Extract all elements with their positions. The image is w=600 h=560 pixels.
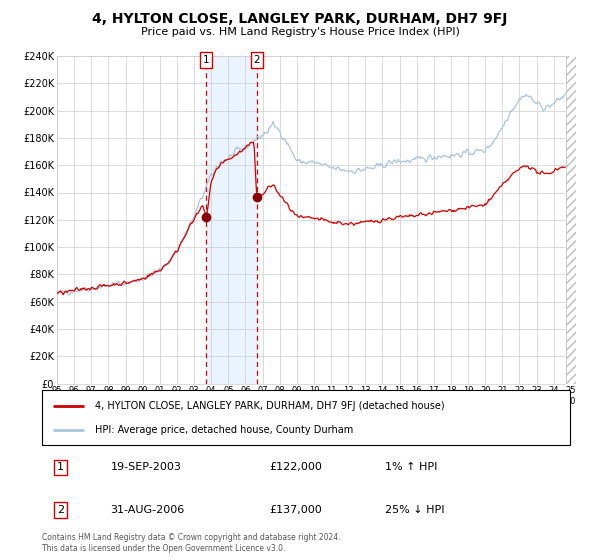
Text: Contains HM Land Registry data © Crown copyright and database right 2024.
This d: Contains HM Land Registry data © Crown c… xyxy=(42,533,341,553)
Text: 1: 1 xyxy=(57,463,64,472)
Text: 31-AUG-2006: 31-AUG-2006 xyxy=(110,505,185,515)
Bar xyxy=(206,56,257,384)
Text: 2: 2 xyxy=(253,55,260,65)
Text: Price paid vs. HM Land Registry's House Price Index (HPI): Price paid vs. HM Land Registry's House … xyxy=(140,27,460,38)
Text: 1% ↑ HPI: 1% ↑ HPI xyxy=(385,463,437,472)
Text: £122,000: £122,000 xyxy=(269,463,322,472)
Text: 1: 1 xyxy=(203,55,209,65)
Text: 4, HYLTON CLOSE, LANGLEY PARK, DURHAM, DH7 9FJ: 4, HYLTON CLOSE, LANGLEY PARK, DURHAM, D… xyxy=(92,12,508,26)
Text: 19-SEP-2003: 19-SEP-2003 xyxy=(110,463,182,472)
Text: £137,000: £137,000 xyxy=(269,505,322,515)
Text: 4, HYLTON CLOSE, LANGLEY PARK, DURHAM, DH7 9FJ (detached house): 4, HYLTON CLOSE, LANGLEY PARK, DURHAM, D… xyxy=(95,401,445,410)
Text: 25% ↓ HPI: 25% ↓ HPI xyxy=(385,505,445,515)
Text: 2: 2 xyxy=(57,505,64,515)
Text: HPI: Average price, detached house, County Durham: HPI: Average price, detached house, Coun… xyxy=(95,425,353,435)
